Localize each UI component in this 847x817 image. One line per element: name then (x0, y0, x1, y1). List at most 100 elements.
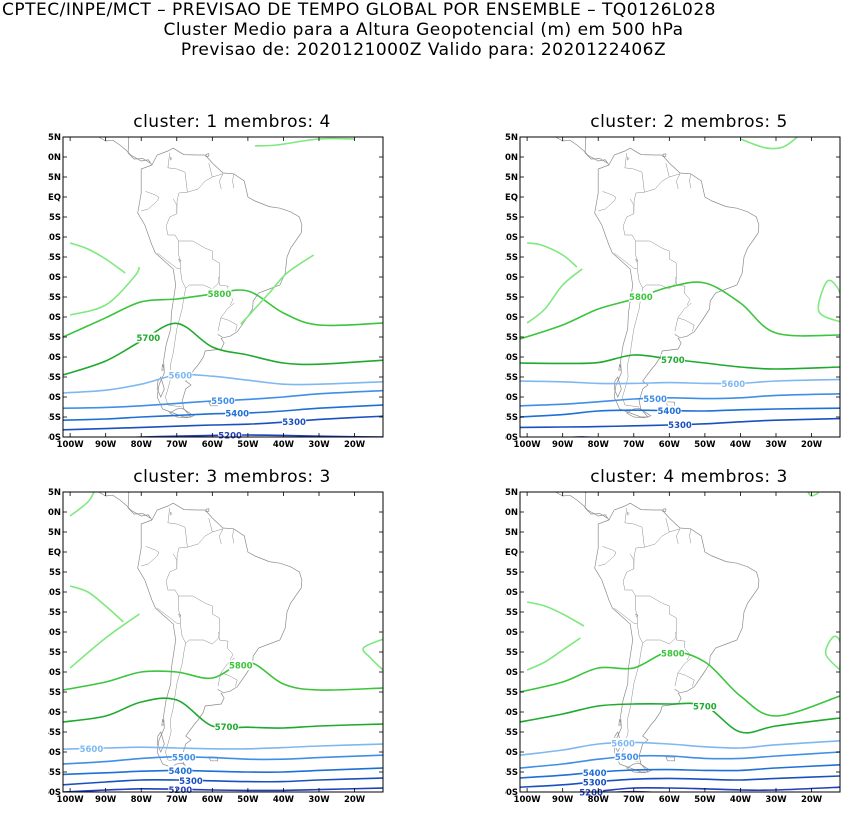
country-border (677, 302, 692, 318)
land-outlines (554, 112, 760, 419)
contour-label-bg (207, 288, 232, 299)
longitude-axis: 100W 90W 80W 70W 60W 50W 40W 30W 20W (57, 137, 366, 450)
country-border (141, 546, 160, 567)
longitude-axis: 100W 90W 80W 70W 60W 50W 40W 30W 20W (514, 137, 823, 450)
contour-labels: 5300 5400 5500 5600 5700 5800 (628, 291, 746, 431)
lon-label: 20W (344, 440, 366, 450)
contour-5900 (817, 279, 840, 323)
lat-label: 5S (506, 568, 518, 578)
contour-label-5600: 5600 (80, 745, 104, 755)
contour-label-bg (282, 416, 307, 427)
latitude-axis: 15N 10N 5N EQ 5S 10S 15S 20S 25S 30S 35S 40S 45S 50S 5… (505, 488, 840, 798)
latitude-axis: 15N 10N 5N EQ 5S 10S 15S 20S 25S 30S 35S 40S 45S 50S 5… (505, 133, 840, 443)
lake-outline (627, 156, 630, 161)
contour-label-5800: 5800 (208, 290, 232, 300)
panel-title: cluster: 1 membros: 4 (133, 112, 331, 132)
country-border (219, 173, 224, 190)
lat-label: 35S (505, 688, 518, 698)
lake-outline (170, 156, 173, 161)
contour-5800 (63, 661, 383, 691)
map-frame (519, 136, 841, 438)
contour-label-5200: 5200 (579, 788, 603, 798)
island-outline (604, 478, 611, 480)
contour-label-bg (660, 648, 685, 658)
lon-label: 70W (623, 795, 645, 805)
lat-label: 15S (505, 253, 518, 263)
island-outline (168, 407, 195, 419)
island-outline (581, 112, 619, 117)
latitude-axis: 15N 10N 5N EQ 5S 10S 15S 20S 25S 30S 35S 40S 45S 50S 5… (48, 488, 383, 798)
lon-label: 60W (202, 795, 224, 805)
country-border (167, 152, 188, 193)
lake-outline (217, 333, 223, 338)
country-border (660, 631, 677, 645)
country-border (172, 198, 178, 214)
island-outline (205, 508, 210, 513)
contour-5900 (69, 492, 95, 517)
contour-5900 (526, 601, 585, 627)
lon-label: 80W (131, 440, 153, 450)
lon-label: 40W (730, 795, 752, 805)
country-border (642, 639, 661, 644)
contour-label-bg (582, 767, 607, 778)
contour-5700 (63, 322, 383, 376)
lat-label: EQ (48, 193, 61, 203)
lat-label: 20S (48, 273, 61, 283)
south-america-coastline (137, 147, 303, 418)
contour-5900 (254, 137, 355, 147)
header-line-3: Previsao de: 2020121000Z Valido para: 20… (180, 40, 667, 60)
lake-outline (217, 688, 223, 693)
country-border (178, 241, 181, 269)
island-outline (625, 762, 652, 774)
contour-label-5500: 5500 (615, 753, 639, 763)
contour-label-bg (218, 430, 243, 441)
lon-label: 70W (166, 795, 188, 805)
lon-label: 20W (801, 440, 823, 450)
lat-label: 55S (505, 413, 518, 423)
contour-label-bg (628, 291, 653, 302)
lake-outline (627, 511, 630, 516)
lat-label: 5N (505, 173, 518, 183)
lat-label: 45S (505, 728, 518, 738)
contour-label-bg (214, 721, 239, 732)
contour-5900 (740, 137, 798, 150)
lon-label: 100W (57, 795, 85, 805)
contour-label-bg (582, 776, 607, 787)
lat-label: EQ (505, 193, 518, 203)
central-america-coastline (126, 492, 151, 519)
contour-5900 (69, 266, 141, 316)
central-america-coastline (554, 137, 610, 166)
lon-label: 40W (730, 440, 752, 450)
contour-label-5600: 5600 (721, 380, 745, 390)
lat-label: 50S (48, 748, 61, 758)
contour-label-bg (168, 784, 193, 795)
land-outlines (554, 478, 760, 774)
contour-5600 (520, 740, 840, 756)
island-outline (604, 123, 611, 125)
country-border (167, 507, 188, 548)
lat-label: 25S (505, 293, 518, 303)
country-border (157, 252, 181, 270)
island-outline (625, 407, 652, 419)
contour-5900 (362, 638, 383, 671)
lat-label: 10S (48, 588, 61, 598)
country-border (178, 596, 181, 624)
country-border (185, 639, 204, 644)
lake-outline (178, 258, 182, 263)
lon-label: 40W (273, 440, 295, 450)
contour-label-bg (692, 701, 717, 711)
lon-label: 70W (623, 440, 645, 450)
panel-title: cluster: 3 membros: 3 (133, 467, 331, 487)
lon-label: 80W (131, 795, 153, 805)
contour-label-5400: 5400 (657, 407, 681, 417)
lon-label: 60W (202, 440, 224, 450)
panel-cluster-4: cluster: 4 membros: 3 5200 5300 5400 5500 56… (505, 467, 847, 817)
lat-label: 15S (505, 608, 518, 618)
longitude-axis: 100W 90W 80W 70W 60W 50W 40W 30W 20W (57, 492, 366, 805)
lat-label: 40S (505, 353, 518, 363)
country-border (622, 623, 643, 763)
country-border (217, 317, 238, 332)
lat-label: 15S (48, 253, 61, 263)
lat-label: 35S (48, 688, 61, 698)
